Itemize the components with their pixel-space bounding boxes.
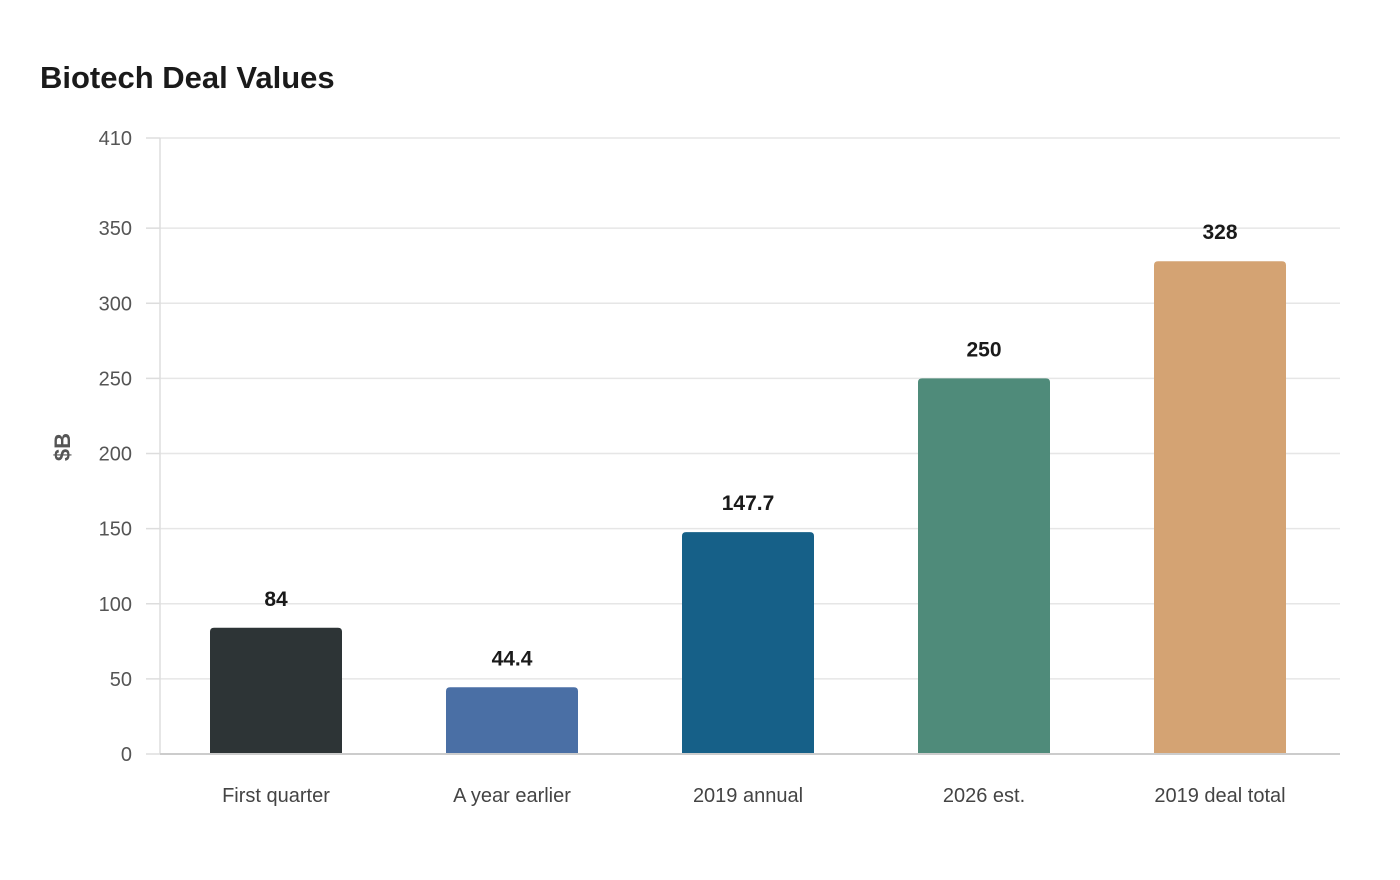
labels: 0 50 100 150 200 250 300 350 410 84 First quarter 4… bbox=[99, 128, 1286, 807]
x-tick-label: A year earlier bbox=[453, 785, 571, 807]
y-tick-label: 200 bbox=[99, 444, 132, 466]
x-tick-label: First quarter bbox=[222, 785, 330, 807]
bars bbox=[210, 261, 1286, 754]
data-label: 44.4 bbox=[492, 647, 533, 670]
y-tick-label: 300 bbox=[99, 293, 132, 315]
bar-2019-deal-total bbox=[1154, 261, 1286, 754]
y-tick-label: 0 bbox=[121, 744, 132, 766]
data-label: 328 bbox=[1202, 221, 1237, 244]
bar-2019-annual bbox=[682, 532, 814, 754]
y-tick-label: 250 bbox=[99, 368, 132, 390]
data-label: 250 bbox=[966, 338, 1001, 361]
x-tick-label: 2026 est. bbox=[943, 785, 1025, 807]
bar-a-year-earlier bbox=[446, 687, 578, 754]
axes: $B bbox=[50, 138, 1340, 755]
bar-2026-est bbox=[918, 378, 1050, 754]
data-label: 84 bbox=[264, 588, 288, 611]
x-tick-label: 2019 annual bbox=[693, 785, 803, 807]
x-tick-label: 2019 deal total bbox=[1154, 785, 1285, 807]
bar-first-quarter bbox=[210, 627, 342, 754]
chart-title: Biotech Deal Values bbox=[40, 60, 335, 95]
data-label: 147.7 bbox=[722, 492, 775, 515]
y-tick-label: 150 bbox=[99, 519, 132, 541]
y-tick-label: 410 bbox=[99, 128, 132, 150]
y-tick-label: 350 bbox=[99, 218, 132, 240]
y-axis-title: $B bbox=[50, 433, 75, 461]
y-tick-label: 100 bbox=[99, 594, 132, 616]
y-tick-label: 50 bbox=[110, 669, 132, 691]
